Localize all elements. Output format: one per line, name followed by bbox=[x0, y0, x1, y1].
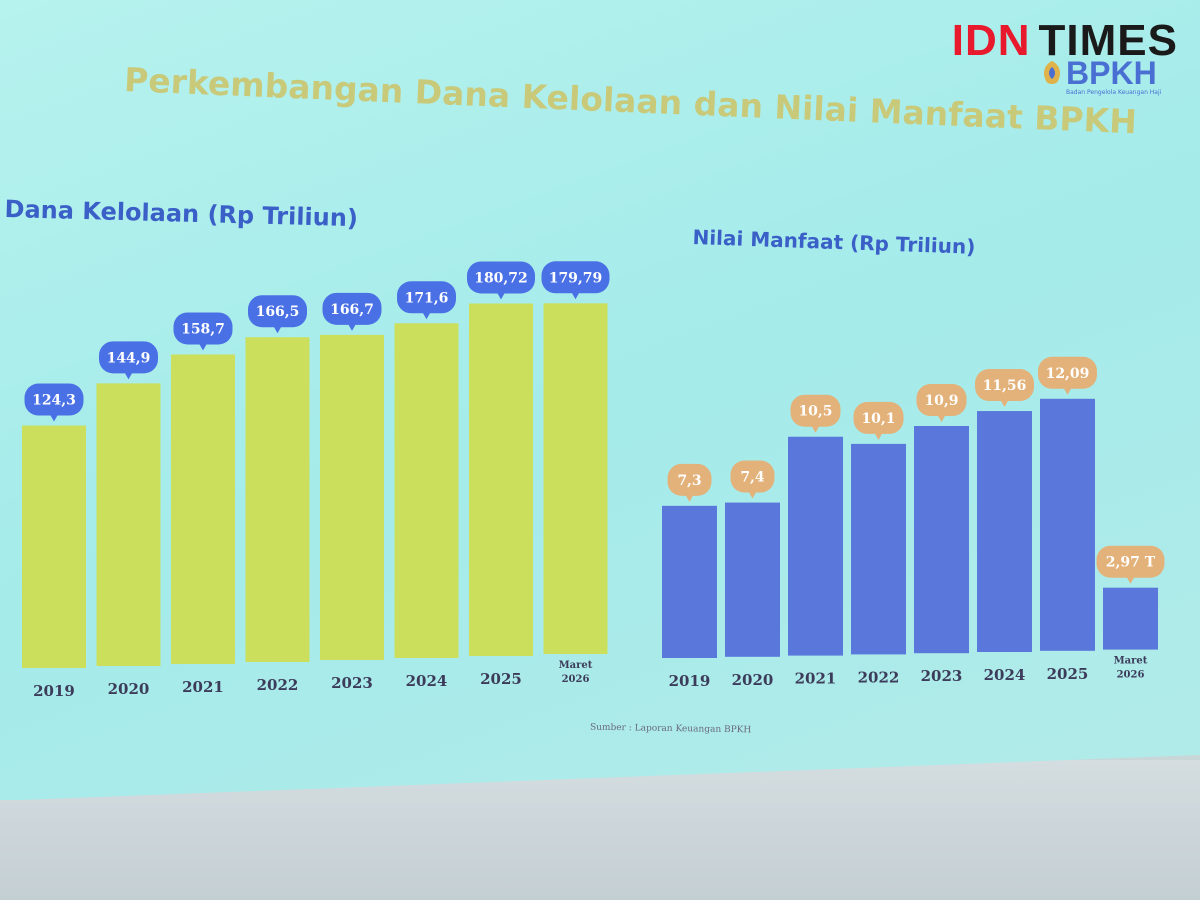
dana-kelolaan-label-bubble bbox=[248, 295, 307, 328]
dana-kelolaan-chart: 124,3 2019 144,9 2020 158,7 2021 166,5 2022 166,… bbox=[22, 261, 610, 700]
dana-kelolaan-data-label: 166,7 bbox=[330, 302, 374, 318]
nilai-manfaat-category-label: 2021 bbox=[795, 670, 837, 688]
dana-kelolaan-bar bbox=[469, 303, 533, 656]
nilai-manfaat-label-pointer bbox=[811, 425, 820, 433]
nilai-manfaat-data-label: 2,97 T bbox=[1106, 555, 1156, 571]
nilai-manfaat-label-pointer bbox=[1126, 576, 1135, 584]
dana-kelolaan-data-label: 158,7 bbox=[181, 321, 225, 337]
dana-kelolaan-label-pointer bbox=[422, 312, 431, 320]
dana-kelolaan-category-label: Maret 2026 bbox=[559, 660, 593, 685]
nilai-manfaat-label-pointer bbox=[937, 415, 946, 423]
nilai-manfaat-data-label: 7,4 bbox=[740, 470, 765, 486]
nilai-manfaat-label-pointer bbox=[748, 491, 757, 499]
dana-kelolaan-data-label: 124,3 bbox=[32, 393, 76, 409]
nilai-manfaat-label-bubble bbox=[790, 394, 841, 427]
nilai-manfaat-category-label: 2019 bbox=[669, 672, 711, 690]
dana-kelolaan-bar bbox=[543, 303, 608, 654]
nilai-manfaat-label-bubble bbox=[975, 369, 1034, 402]
dana-kelolaan-bar bbox=[22, 425, 86, 668]
dana-kelolaan-category-label: 2019 bbox=[33, 682, 75, 700]
nilai-manfaat-data-label: 11,56 bbox=[983, 378, 1027, 394]
dana-kelolaan-label-pointer bbox=[199, 343, 207, 351]
dana-kelolaan-bar bbox=[245, 337, 310, 662]
dana-kelolaan-bar bbox=[394, 323, 459, 658]
nilai-manfaat-data-label: 7,3 bbox=[677, 473, 701, 489]
nilai-manfaat-data-label: 10,5 bbox=[798, 404, 832, 420]
nilai-manfaat-bar bbox=[1040, 398, 1095, 651]
charts-canvas: 124,3 2019 144,9 2020 158,7 2021 166,5 2022 166,… bbox=[22, 261, 1165, 700]
nilai-manfaat-label-bubble bbox=[667, 463, 712, 496]
nilai-manfaat-data-label: 10,9 bbox=[924, 393, 958, 409]
nilai-manfaat-data-label: 10,1 bbox=[861, 411, 895, 427]
dana-kelolaan-label-pointer bbox=[571, 292, 580, 300]
bpkh-logo: BPKH Badan Pengelola Keuangan Haji bbox=[1040, 55, 1180, 103]
dana-kelolaan-bar bbox=[96, 383, 161, 666]
dana-kelolaan-category-label: 2022 bbox=[257, 676, 299, 694]
dana-kelolaan-label-bubble bbox=[99, 341, 158, 374]
dana-kelolaan-bar bbox=[171, 354, 235, 664]
nilai-manfaat-label-bubble bbox=[916, 384, 967, 417]
dana-kelolaan-category-label: 2020 bbox=[108, 680, 150, 698]
watermark-idn: IDN bbox=[951, 16, 1031, 65]
nilai-manfaat-label-pointer bbox=[1000, 400, 1009, 408]
nilai-manfaat-chart: 7,3 2019 7,4 2020 10,5 2021 10,1 2022 10,9 2023 11… bbox=[662, 356, 1165, 690]
dana-kelolaan-label-bubble bbox=[173, 312, 233, 345]
nilai-manfaat-category-label: Maret 2026 bbox=[1114, 656, 1148, 681]
nilai-manfaat-label-bubble bbox=[853, 401, 904, 434]
dana-kelolaan-data-label: 171,6 bbox=[405, 290, 449, 306]
nilai-manfaat-bar bbox=[1103, 587, 1158, 650]
nilai-manfaat-bar bbox=[851, 443, 906, 655]
dana-kelolaan-data-label: 166,5 bbox=[256, 304, 300, 320]
logo-subtitle: Badan Pengelola Keuangan Haji bbox=[1066, 89, 1162, 96]
nilai-manfaat-bar bbox=[914, 426, 969, 654]
dana-kelolaan-data-label: 179,79 bbox=[549, 270, 603, 286]
nilai-manfaat-bar bbox=[977, 411, 1032, 652]
dana-kelolaan-label-bubble bbox=[467, 261, 535, 294]
watermark-times: TIMES bbox=[1038, 16, 1178, 65]
dana-kelolaan-label-pointer bbox=[348, 323, 356, 331]
logo-text: BPKH bbox=[1066, 55, 1157, 91]
bpkh-emblem-icon bbox=[1044, 61, 1060, 84]
dana-kelolaan-bar bbox=[320, 334, 384, 660]
nilai-manfaat-category-label: 2020 bbox=[732, 671, 774, 689]
dana-kelolaan-label-bubble bbox=[397, 281, 456, 314]
nilai-manfaat-label-bubble bbox=[1096, 545, 1165, 578]
nilai-manfaat-bar bbox=[788, 436, 843, 656]
nilai-manfaat-category-label: 2023 bbox=[921, 667, 963, 685]
dana-kelolaan-label-pointer bbox=[50, 414, 58, 422]
dana-kelolaan-category-label: 2021 bbox=[182, 678, 224, 696]
dana-kelolaan-category-label: 2023 bbox=[331, 674, 373, 692]
nilai-manfaat-label-pointer bbox=[1063, 387, 1072, 395]
dana-kelolaan-data-label: 144,9 bbox=[107, 350, 151, 366]
dana-kelolaan-category-label: 2025 bbox=[480, 670, 522, 688]
dana-kelolaan-label-bubble bbox=[322, 292, 382, 325]
dana-kelolaan-label-bubble bbox=[541, 261, 610, 294]
nilai-manfaat-category-label: 2022 bbox=[858, 668, 900, 686]
dana-kelolaan-label-pointer bbox=[273, 326, 282, 334]
nilai-manfaat-label-bubble bbox=[730, 460, 775, 493]
nilai-manfaat-label-pointer bbox=[874, 432, 883, 440]
dana-kelolaan-data-label: 180,72 bbox=[474, 270, 528, 286]
nilai-manfaat-data-label: 12,09 bbox=[1046, 366, 1090, 382]
nilai-manfaat-label-bubble bbox=[1038, 356, 1097, 389]
nilai-manfaat-label-pointer bbox=[685, 494, 694, 502]
dana-kelolaan-label-pointer bbox=[497, 292, 505, 300]
dana-kelolaan-category-label: 2024 bbox=[406, 672, 448, 690]
dana-kelolaan-label-bubble bbox=[24, 383, 84, 416]
dana-kelolaan-label-pointer bbox=[124, 372, 133, 380]
nilai-manfaat-category-label: 2025 bbox=[1047, 665, 1089, 683]
nilai-manfaat-bar bbox=[725, 502, 780, 657]
nilai-manfaat-category-label: 2024 bbox=[984, 666, 1026, 684]
idn-times-watermark: IDN TIMES bbox=[952, 16, 1178, 66]
nilai-manfaat-bar bbox=[662, 505, 717, 658]
